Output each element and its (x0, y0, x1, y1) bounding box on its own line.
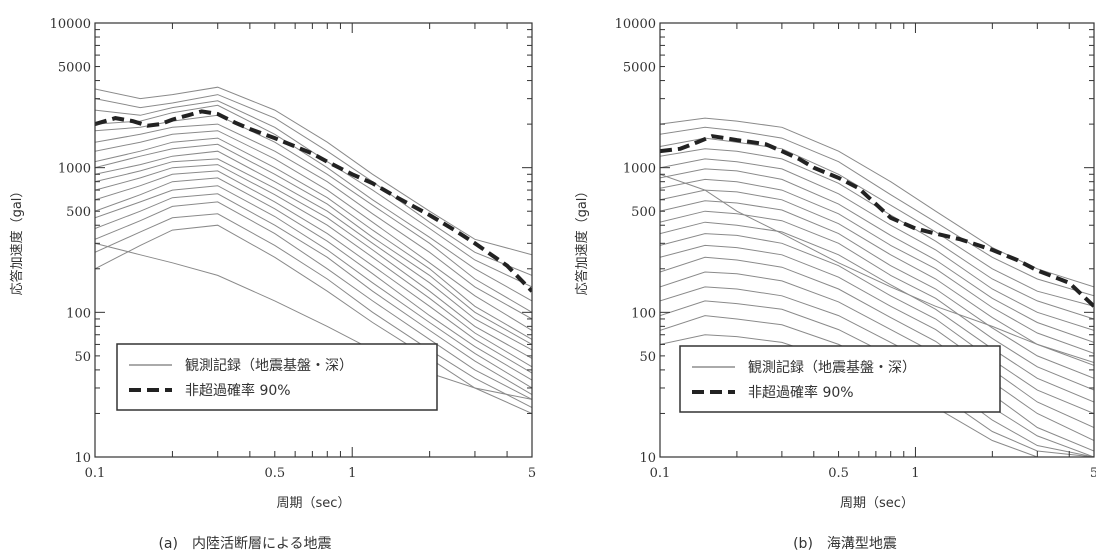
observed-record-line (660, 300, 1094, 457)
x-tick-label: 0.1 (85, 466, 106, 481)
legend-label-observed: 観測記録（地震基盤・深） (748, 359, 916, 376)
observed-record-line (660, 148, 1094, 320)
x-axis-label: 周期（sec） (277, 496, 351, 511)
y-tick-label: 100 (631, 306, 656, 321)
observed-record-line (660, 221, 1094, 403)
y-tick-label: 5000 (623, 61, 656, 76)
y-tick-label: 10000 (50, 17, 91, 32)
panel-caption: (a) 内陸活断層による地震 (158, 536, 331, 552)
x-tick-label: 0.5 (264, 466, 285, 481)
y-tick-label: 10 (639, 451, 656, 466)
y-tick-label: 10000 (615, 17, 656, 32)
y-tick-label: 100 (66, 306, 91, 321)
observed-record-line (95, 185, 532, 389)
observed-record-line (95, 150, 532, 351)
non-exceedance-90-line (95, 109, 532, 293)
observed-record-line (95, 137, 532, 340)
observed-record-line (660, 200, 1094, 379)
x-tick-label: 0.1 (650, 466, 671, 481)
x-tick-label: 5 (528, 466, 536, 481)
x-tick-label: 5 (1090, 466, 1096, 481)
legend-label-observed: 観測記録（地震基盤・深） (185, 357, 353, 374)
y-tick-label: 10 (74, 451, 91, 466)
y-tick-label: 1000 (623, 162, 656, 177)
legend: 観測記録（地震基盤・深） 非超過確率 90% (116, 343, 438, 411)
observed-record-line (95, 164, 532, 368)
observed-record-line (660, 271, 1094, 452)
observed-record-line (660, 137, 1094, 307)
observed-record-line (95, 158, 532, 359)
observed-record-line (95, 201, 532, 400)
observed-record-line (95, 213, 532, 408)
non-exceedance-90-line (660, 134, 1094, 308)
observed-record-line (95, 130, 532, 331)
observed-record-line (95, 170, 532, 374)
observed-record-line (95, 143, 532, 345)
x-tick-label: 0.5 (828, 466, 849, 481)
y-tick-label: 500 (631, 205, 656, 220)
chart-panel-b: 10 50 100 500 1000 5000 10000 0.1 0.5 1 5 周期（sec） 応答… (574, 17, 1096, 552)
observed-record-line (660, 286, 1094, 457)
observed-record-line (660, 173, 1094, 363)
panel-caption: (b) 海溝型地震 (793, 536, 897, 552)
observed-record-line (660, 158, 1094, 331)
y-tick-label: 50 (639, 350, 656, 365)
observed-record-line (95, 177, 532, 381)
observed-record-line (660, 126, 1094, 297)
y-tick-label: 5000 (58, 61, 91, 76)
x-tick-label: 1 (911, 466, 919, 481)
legend-label-90: 非超過確率 90% (748, 384, 854, 401)
observed-record-line (660, 233, 1094, 414)
x-axis-label: 周期（sec） (840, 496, 914, 511)
observed-record-line (95, 193, 532, 396)
observed-record-line (660, 189, 1094, 366)
observed-record-line (95, 86, 532, 256)
y-axis-label: 応答加速度（gal） (574, 185, 590, 296)
observed-record-line (660, 210, 1094, 391)
observed-record-line (95, 242, 532, 400)
legend-label-90: 非超過確率 90% (185, 382, 291, 399)
observed-record-line (95, 94, 532, 276)
observed-record-line (660, 244, 1094, 428)
observed-record-line (660, 168, 1094, 343)
x-tick-label: 1 (348, 466, 356, 481)
y-tick-label: 50 (74, 350, 91, 365)
legend: 観測記録（地震基盤・深） 非超過確率 90% (679, 345, 1001, 413)
y-tick-label: 1000 (58, 162, 91, 177)
y-axis-label: 応答加速度（gal） (9, 185, 25, 296)
observed-record-line (660, 256, 1094, 441)
observed-record-line (660, 178, 1094, 354)
observed-record-line (95, 100, 532, 288)
plot-frame (659, 22, 1095, 458)
chart-panel-a: 10 50 100 500 1000 5000 10000 0.1 0.5 1 5 周期（sec） 応答… (9, 17, 536, 552)
plot-frame (94, 22, 533, 458)
observed-record-line (95, 123, 532, 320)
observed-record-line (95, 224, 532, 414)
y-tick-label: 500 (66, 205, 91, 220)
